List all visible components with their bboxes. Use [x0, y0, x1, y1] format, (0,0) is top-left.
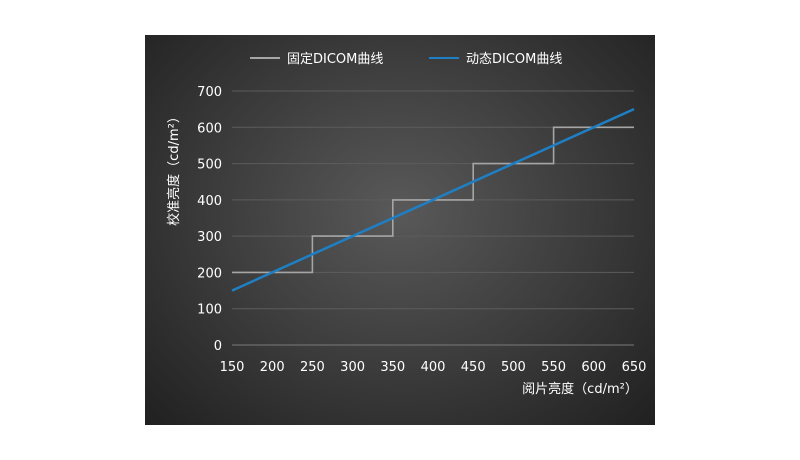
x-tick-label: 500 — [501, 360, 526, 375]
legend-label-dynamic: 动态DICOM曲线 — [466, 52, 562, 67]
x-tick-label: 250 — [300, 360, 325, 375]
x-tick-label: 400 — [421, 360, 446, 375]
x-tick-label: 600 — [581, 360, 606, 375]
y-tick-label: 100 — [197, 303, 222, 318]
series-lines — [231, 107, 635, 292]
legend-label-fixed: 固定DICOM曲线 — [287, 52, 383, 67]
x-tick-label: 650 — [622, 360, 647, 375]
x-tick-label: 550 — [541, 360, 566, 375]
y-tick-label: 400 — [197, 194, 222, 209]
gridlines — [232, 90, 634, 346]
x-axis-ticks: 150 200 250 300 350 400 450 500 550 600 650 — [220, 360, 647, 375]
x-tick-label: 200 — [260, 360, 285, 375]
legend: 固定DICOM曲线 动态DICOM曲线 — [250, 52, 562, 67]
x-tick-label: 450 — [461, 360, 486, 375]
x-tick-label: 300 — [340, 360, 365, 375]
series-line-dynamic — [231, 107, 635, 292]
x-axis-title: 阅片亮度（cd/m²） — [522, 381, 638, 397]
y-tick-label: 700 — [197, 85, 222, 100]
y-tick-label: 600 — [197, 121, 222, 136]
x-tick-label: 150 — [220, 360, 245, 375]
y-tick-label: 300 — [197, 230, 222, 245]
y-tick-label: 0 — [214, 339, 222, 354]
y-axis-ticks: 0 100 200 300 400 500 600 700 — [197, 85, 222, 354]
chart-panel — [145, 35, 655, 425]
x-tick-label: 350 — [380, 360, 405, 375]
y-axis-title: 校准亮度（cd/m²） — [166, 110, 182, 226]
y-tick-label: 500 — [197, 158, 222, 173]
y-tick-label: 200 — [197, 266, 222, 281]
